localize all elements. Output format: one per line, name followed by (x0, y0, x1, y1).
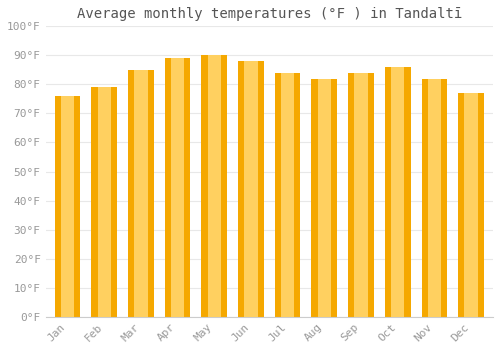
Bar (354, 73, 368, 317)
Bar (202, 55, 227, 317)
Bar (92, 87, 117, 317)
Bar (318, 78, 331, 317)
Bar (128, 70, 154, 317)
Bar (61, 96, 74, 317)
Bar (165, 58, 190, 317)
Title: Average monthly temperatures (°F ) in Tandaltī: Average monthly temperatures (°F ) in Ta… (76, 7, 462, 21)
Bar (244, 61, 258, 317)
Bar (171, 58, 184, 317)
Bar (312, 78, 337, 317)
Bar (391, 67, 404, 317)
Bar (458, 93, 484, 317)
Bar (134, 70, 147, 317)
Bar (428, 78, 441, 317)
Bar (208, 55, 221, 317)
Bar (348, 73, 374, 317)
Bar (281, 73, 294, 317)
Bar (54, 96, 80, 317)
Bar (385, 67, 410, 317)
Bar (464, 93, 477, 317)
Bar (98, 87, 111, 317)
Bar (422, 78, 447, 317)
Bar (238, 61, 264, 317)
Bar (275, 73, 300, 317)
